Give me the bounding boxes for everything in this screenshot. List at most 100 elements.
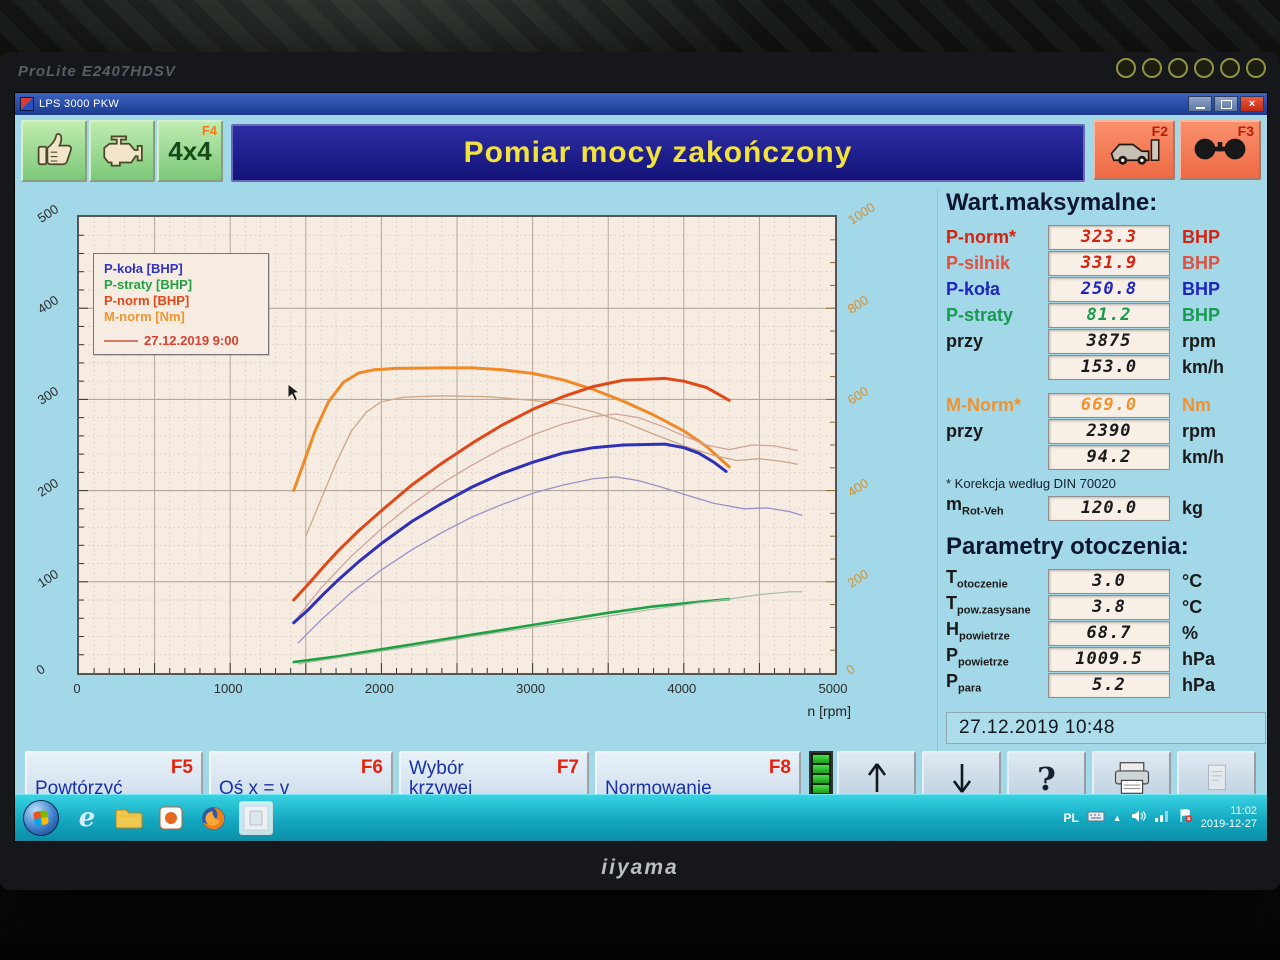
axis-tick-label: 2000 — [364, 681, 394, 696]
system-tray: PL ▲ 11:02 2019-12-27 — [1063, 805, 1267, 831]
windows-taskbar: e PL ▲ 11:02 2019-12-27 — [15, 794, 1267, 841]
hidden-icons-chevron[interactable]: ▲ — [1112, 813, 1122, 823]
max-values-heading: Wart.maksymalne: — [946, 189, 1158, 216]
value-unit: BHP — [1182, 226, 1221, 247]
axis-tick-label: 5000 — [818, 681, 848, 696]
brake-test-button[interactable]: F2 — [1093, 120, 1175, 180]
curve-p-koła-previous-run — [297, 476, 803, 644]
osd-button[interactable] — [1194, 58, 1214, 78]
fkey-label: F2 — [1151, 123, 1168, 139]
value-label: Ppara — [946, 670, 982, 695]
dyno-chart: P-koła [BHP] P-straty [BHP] P-norm [BHP] M-… — [19, 187, 935, 747]
axis-tick-label: 3000 — [516, 681, 546, 696]
window-titlebar: LPS 3000 PKW × — [15, 93, 1267, 115]
value-row: P-norm* 323.3 BHP — [946, 224, 1265, 250]
value-row: Hpowietrze 68.7% — [946, 618, 1265, 646]
axis-tick-label: 200 — [34, 474, 62, 500]
ok-thumbs-up-button[interactable] — [21, 120, 87, 182]
value-display: 3.8 — [1048, 594, 1170, 620]
value-display: 81.2 — [1048, 302, 1170, 328]
header-row: F4 4x4 Pomiar mocy zakończony F2 F3 — [19, 119, 1263, 183]
firefox-taskbar-icon[interactable] — [197, 802, 229, 834]
axis-tick-label: 400 — [844, 474, 872, 500]
value-display: 3.0 — [1048, 568, 1170, 594]
value-unit: kg — [1182, 497, 1204, 518]
value-display: 331.9 — [1048, 250, 1170, 276]
value-label: P-norm* — [946, 226, 1017, 247]
axis-tick-label: 200 — [844, 566, 872, 591]
value-display: 120.0 — [1048, 495, 1170, 521]
action-center-flag-icon[interactable] — [1178, 808, 1193, 828]
value-row: Tpow.zasysane 3.8 °C — [946, 593, 1265, 620]
media-app-taskbar-icon[interactable] — [155, 802, 187, 834]
value-unit: °C — [1182, 596, 1203, 617]
background-app-taskbar-icon[interactable] — [239, 801, 273, 835]
monitor-brand-label: ProLite E2407HDSV — [18, 63, 176, 80]
curve-m-norm-nm- — [292, 366, 731, 493]
print-icon — [1112, 760, 1152, 799]
osd-button[interactable] — [1142, 58, 1162, 78]
curve-p-norm-bhp- — [292, 376, 731, 602]
windows-logo-icon — [33, 810, 49, 826]
folder-taskbar-icon[interactable] — [113, 802, 145, 834]
chart-legend: P-koła [BHP] P-straty [BHP] P-norm [BHP] M-… — [93, 253, 269, 355]
speaker-icon[interactable] — [1130, 809, 1146, 828]
curve-p-straty-bhp- — [292, 597, 731, 664]
value-unit: % — [1182, 622, 1199, 643]
desk-surface — [0, 884, 1280, 960]
value-label: Totoczenie — [946, 566, 1008, 591]
curve-m-norm-previous-run — [305, 395, 798, 537]
legend-entry: M-norm [Nm] — [104, 309, 185, 324]
tray-date: 2019-12-27 — [1200, 818, 1257, 830]
value-unit: hPa — [1182, 674, 1216, 695]
value-display: 1009.5 — [1048, 646, 1170, 672]
axis-tick-label: 800 — [844, 292, 872, 317]
keyboard-icon[interactable] — [1087, 809, 1105, 827]
value-row: Ppara 5.2 hPa — [946, 670, 1265, 698]
osd-button[interactable] — [1116, 58, 1136, 78]
value-label: M-Norm* — [946, 394, 1021, 415]
osd-button[interactable] — [1168, 58, 1188, 78]
osd-button[interactable] — [1220, 58, 1240, 78]
axis-tick-label: 0 — [33, 661, 48, 678]
value-row: M-Norm* 669.0 Nm — [946, 392, 1265, 418]
axis-tick-label: 1000 — [845, 199, 878, 228]
language-indicator[interactable]: PL — [1063, 811, 1079, 825]
axis-tick-label: 100 — [34, 566, 62, 591]
internet-explorer-taskbar-icon[interactable]: e — [78, 803, 96, 833]
engine-button[interactable] — [89, 120, 155, 182]
value-unit: BHP — [1182, 278, 1221, 299]
network-icon[interactable] — [1154, 809, 1170, 827]
value-row: P-koła 250.8 BHP — [946, 276, 1265, 302]
maximize-button[interactable] — [1214, 96, 1238, 112]
app-icon — [20, 97, 34, 111]
minimize-button[interactable] — [1188, 96, 1212, 112]
value-display: 94.2 — [1048, 444, 1170, 470]
value-label: mRot-Veh — [946, 493, 1004, 518]
value-display: 250.8 — [1048, 276, 1170, 302]
results-panel: Wart.maksymalne: P-norm* 323.3 BHP P-silnik… — [937, 189, 1266, 789]
value-row: mRot-Veh 120.0 kg — [946, 493, 1265, 521]
axis-tick-label: 500 — [34, 201, 62, 226]
axis-tick-label: 300 — [34, 383, 62, 409]
value-row: P-silnik 331.9 BHP — [946, 250, 1265, 276]
curve-p-koła-bhp- — [292, 442, 728, 625]
value-unit: hPa — [1182, 648, 1216, 669]
page-title: Pomiar mocy zakończony — [463, 136, 853, 169]
axis-tick-label: 0 — [843, 661, 858, 678]
value-row: P-straty 81.2 BHP — [946, 302, 1265, 328]
start-button[interactable] — [23, 800, 59, 836]
value-display: 669.0 — [1048, 392, 1170, 418]
value-label: przy — [946, 330, 984, 351]
arrow-down-icon — [947, 760, 977, 799]
dyno-rollers-button[interactable]: F3 — [1179, 120, 1261, 180]
osd-button[interactable] — [1246, 58, 1266, 78]
value-label: Hpowietrze — [946, 618, 1010, 643]
close-button[interactable]: × — [1240, 96, 1264, 112]
value-unit: km/h — [1182, 446, 1225, 467]
axis-tick-label: 4000 — [667, 681, 697, 696]
axis-tick-label: 1000 — [213, 681, 243, 696]
drive-4x4-button[interactable]: F4 4x4 — [157, 120, 223, 182]
taskbar-clock[interactable]: 11:02 2019-12-27 — [1201, 805, 1257, 831]
curve-p-norm-previous-run — [297, 413, 798, 618]
